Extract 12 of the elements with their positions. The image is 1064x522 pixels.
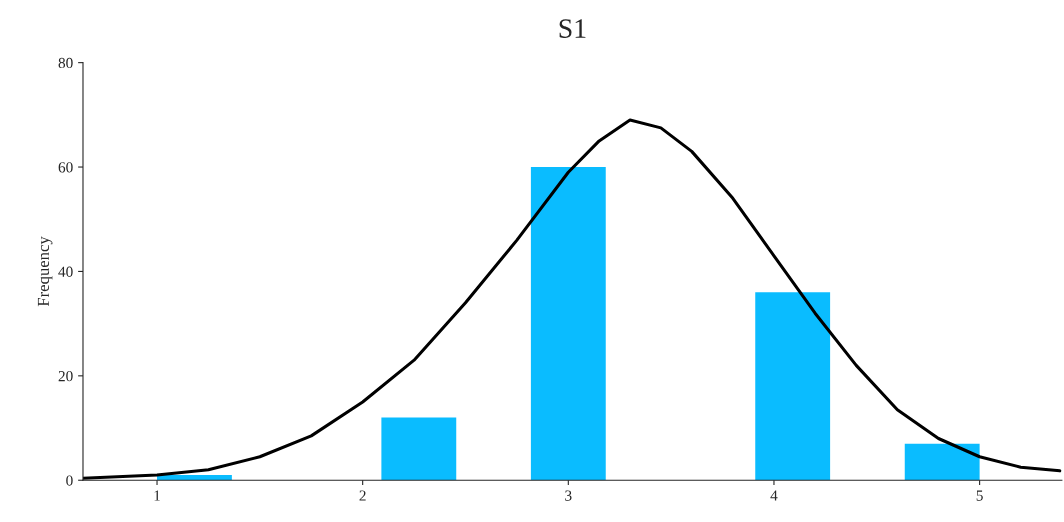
x-tick-label: 5 — [976, 490, 983, 501]
chart-title: S1 — [559, 19, 586, 38]
y-axis-title: Frequency — [37, 236, 53, 307]
x-tick-label: 2 — [359, 490, 366, 501]
x-tick-label: 1 — [154, 490, 160, 501]
x-tick-label: 4 — [770, 490, 778, 501]
y-tick-label: 20 — [58, 370, 73, 382]
x-tick-label: 3 — [565, 490, 572, 501]
y-tick-label: 60 — [58, 162, 73, 173]
y-tick-label: 80 — [58, 57, 73, 69]
y-tick-label: 0 — [66, 475, 73, 486]
y-tick-label: 40 — [58, 266, 73, 277]
